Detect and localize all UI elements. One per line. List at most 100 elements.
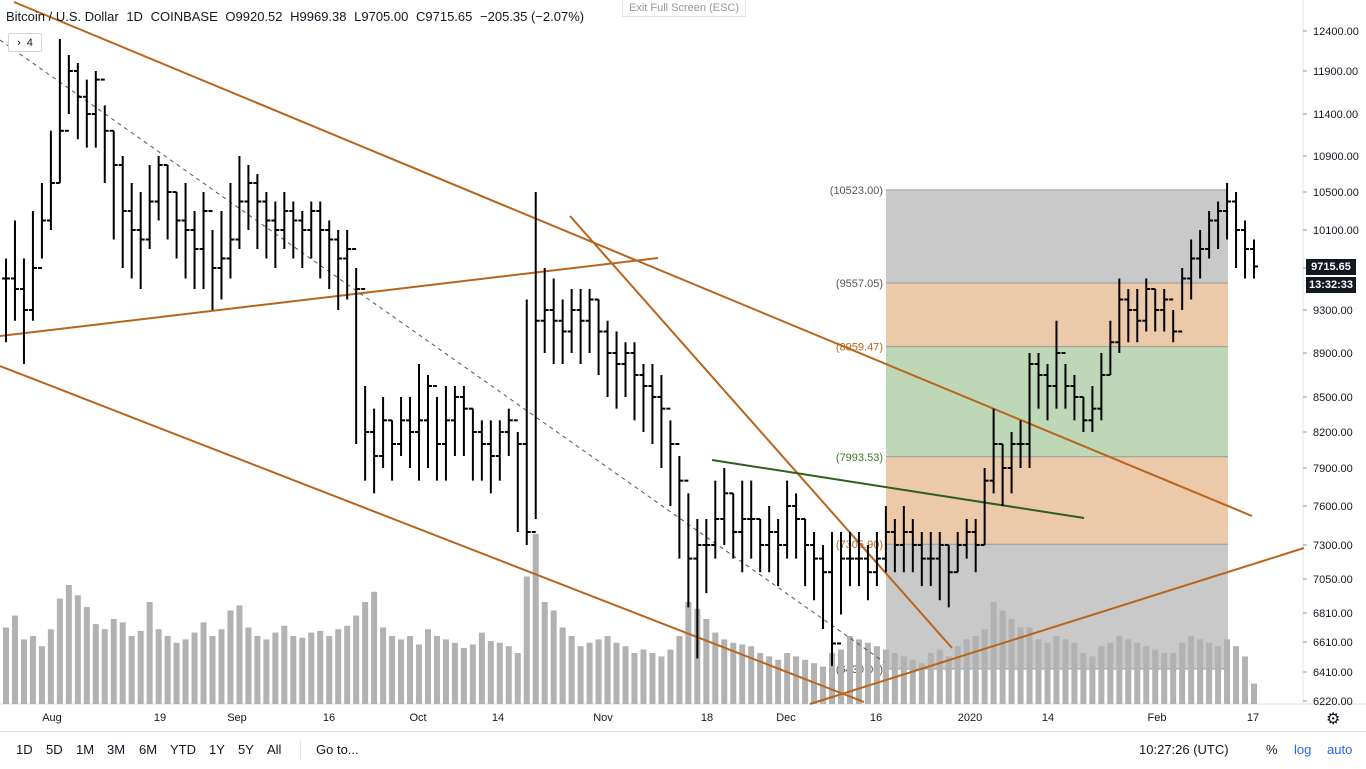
ohlc-bar <box>2 258 10 343</box>
volume-bar <box>200 622 207 704</box>
volume-bar <box>433 636 440 704</box>
volume-bar <box>721 639 728 704</box>
price-tick-label: 8500.00 <box>1313 392 1353 404</box>
ohlc-bar <box>917 532 926 587</box>
volume-bar <box>676 636 683 704</box>
volume-bar <box>1044 642 1051 704</box>
open-value: O9920.52 <box>225 9 283 24</box>
ohlc-bar <box>522 299 531 545</box>
volume-bar <box>272 632 279 704</box>
trendlines[interactable] <box>0 1 1305 705</box>
volume-bar <box>936 649 943 704</box>
goto-button[interactable]: Go to... <box>316 742 359 757</box>
price-tick-label: 8200.00 <box>1313 427 1353 439</box>
timeframe-ytd[interactable]: YTD <box>170 742 196 757</box>
ohlc-bar <box>810 532 819 601</box>
volume-bar <box>65 585 72 704</box>
volume-bar <box>784 653 791 704</box>
price-tick-label: 7600.00 <box>1313 501 1353 513</box>
exit-fullscreen-button[interactable]: Exit Full Screen (ESC) <box>622 0 747 17</box>
indicator-collapse-button[interactable]: › 4 <box>8 33 42 52</box>
ohlc-bar <box>289 201 298 259</box>
ohlc-bar <box>1169 298 1178 343</box>
volume-bar <box>236 605 243 704</box>
volume-bar <box>469 644 476 704</box>
timeframe-5y[interactable]: 5Y <box>238 742 254 757</box>
ohlc-bar <box>370 408 379 494</box>
volume-bar <box>604 636 611 704</box>
volume-bar <box>478 632 485 704</box>
utc-clock[interactable]: 10:27:26 (UTC) <box>1139 742 1229 757</box>
ohlc-bar <box>100 78 109 183</box>
ohlc-bar <box>441 386 450 481</box>
timeframe-all[interactable]: All <box>267 742 282 757</box>
chevron-right-icon: › <box>17 36 21 49</box>
ohlc-bar <box>890 519 899 573</box>
timeframe-3m[interactable]: 3M <box>107 742 126 757</box>
ohlc-bar <box>504 408 513 456</box>
ohlc-bar <box>603 320 612 397</box>
volume-bar <box>864 642 871 704</box>
volume-bar <box>1026 627 1033 704</box>
auto-toggle[interactable]: auto <box>1327 742 1353 757</box>
volume-bar <box>658 656 665 704</box>
volume-bar <box>1224 639 1231 704</box>
ohlc-bar <box>1133 289 1142 343</box>
time-tick-label: 16 <box>323 712 335 724</box>
ohlc-bar <box>854 532 863 587</box>
volume-bar <box>362 602 369 704</box>
ohlc-bar <box>702 519 711 594</box>
time-tick-label: 19 <box>154 712 166 724</box>
trendline-green <box>711 459 1085 519</box>
volume-bar <box>748 646 755 704</box>
volume-bar <box>11 615 18 704</box>
price-chart[interactable]: (10523.00)(9557.05)(8959.47)(7993.53)(73… <box>0 0 1366 731</box>
ohlc-bar <box>1025 353 1034 468</box>
volume-bar <box>496 642 503 704</box>
timeframe-6m[interactable]: 6M <box>139 742 158 757</box>
ohlc-bar <box>953 532 962 574</box>
volume-bar <box>909 659 916 704</box>
price-tick-label: 11400.00 <box>1313 109 1358 121</box>
time-axis[interactable]: Aug 19 Sep 16 Oct 14 Nov 18 Dec 16 2020 14 Feb 17 <box>42 712 1259 724</box>
volume-bar <box>1251 683 1257 704</box>
ohlc-bar <box>558 299 567 364</box>
timeframe-5d[interactable]: 5D <box>46 742 63 757</box>
price-tick-label: 11900.00 <box>1313 66 1358 78</box>
volume-bar <box>451 642 458 704</box>
volume-bar <box>164 636 171 704</box>
price-tick-label: 7300.00 <box>1313 540 1353 552</box>
ohlc-bar <box>756 518 765 573</box>
toolbar-divider <box>300 740 301 760</box>
time-tick-label: 14 <box>1042 712 1054 724</box>
volume-bar <box>568 636 575 704</box>
ohlc-bar <box>989 408 998 494</box>
percent-toggle[interactable]: % <box>1266 742 1278 757</box>
timeframe-1m[interactable]: 1M <box>76 742 95 757</box>
log-toggle[interactable]: log <box>1294 742 1312 757</box>
volume-bar <box>110 619 117 704</box>
volume-bar <box>514 653 521 704</box>
price-axis[interactable]: 12400.00 11900.00 11400.00 10900.00 10500.00… <box>1303 26 1359 708</box>
volume-bar <box>837 649 844 704</box>
ohlc-bar <box>684 479 693 608</box>
volume-bar <box>685 602 692 704</box>
high-value: H9969.38 <box>290 9 347 24</box>
ohlc-bar <box>792 493 801 559</box>
ohlc-bar <box>845 532 854 587</box>
timeframe-1d[interactable]: 1D <box>16 742 33 757</box>
volume-bar <box>371 591 378 704</box>
trendline-support <box>809 547 1305 705</box>
volume-bar <box>1206 642 1213 704</box>
volume-bar <box>900 656 907 704</box>
volume-bar <box>191 632 198 704</box>
ohlc-bar <box>1070 375 1079 421</box>
volume-bar <box>254 636 261 704</box>
timeframe-1y[interactable]: 1Y <box>209 742 225 757</box>
gear-icon[interactable]: ⚙ <box>1326 711 1341 728</box>
ohlc-bar <box>181 183 190 279</box>
volume-bar <box>326 636 333 704</box>
ohlc-bar <box>190 211 199 289</box>
indicator-count: 4 <box>26 36 33 49</box>
volume-bar <box>389 636 396 704</box>
